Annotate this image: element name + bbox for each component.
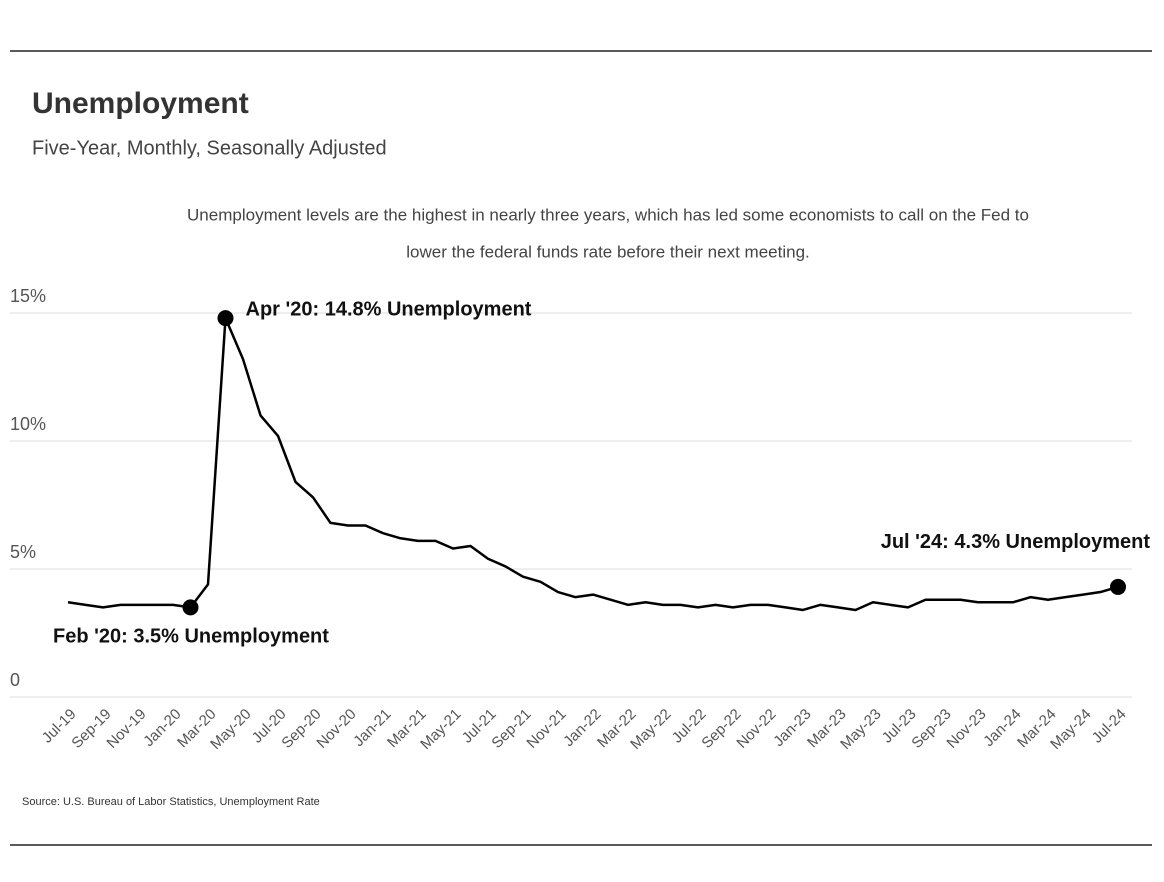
x-tick-label: Nov-19 (103, 706, 149, 752)
source: Source: U.S. Bureau of Labor Statistics,… (22, 796, 320, 808)
highlight-point (182, 599, 199, 616)
annotation: Apr '20: 14.8% Unemployment (246, 298, 532, 320)
y-tick-label: 15% (10, 286, 46, 306)
x-tick-label: Nov-22 (733, 706, 779, 752)
x-tick-label: Nov-20 (313, 706, 359, 752)
chart-subtitle: Five-Year, Monthly, Seasonally Adjusted (32, 137, 387, 159)
annotation: Feb '20: 3.5% Unemployment (53, 626, 329, 648)
x-tick-label: Nov-23 (943, 706, 989, 752)
y-tick-label: 5% (10, 542, 36, 562)
x-tick-label: Jul-24 (1089, 706, 1130, 747)
y-tick-label: 0 (10, 670, 20, 690)
note-line: Unemployment levels are the highest in n… (187, 205, 1029, 224)
highlight-point (217, 310, 234, 327)
note-line: lower the federal funds rate before thei… (406, 242, 810, 261)
highlight-point (1110, 578, 1126, 595)
line (67, 316, 1119, 612)
annotation: Jul '24: 4.3% Unemployment (881, 531, 1151, 553)
chart-title: Unemployment (32, 87, 249, 120)
y-tick-label: 10% (10, 414, 46, 434)
x-tick-label: Nov-21 (523, 706, 569, 752)
